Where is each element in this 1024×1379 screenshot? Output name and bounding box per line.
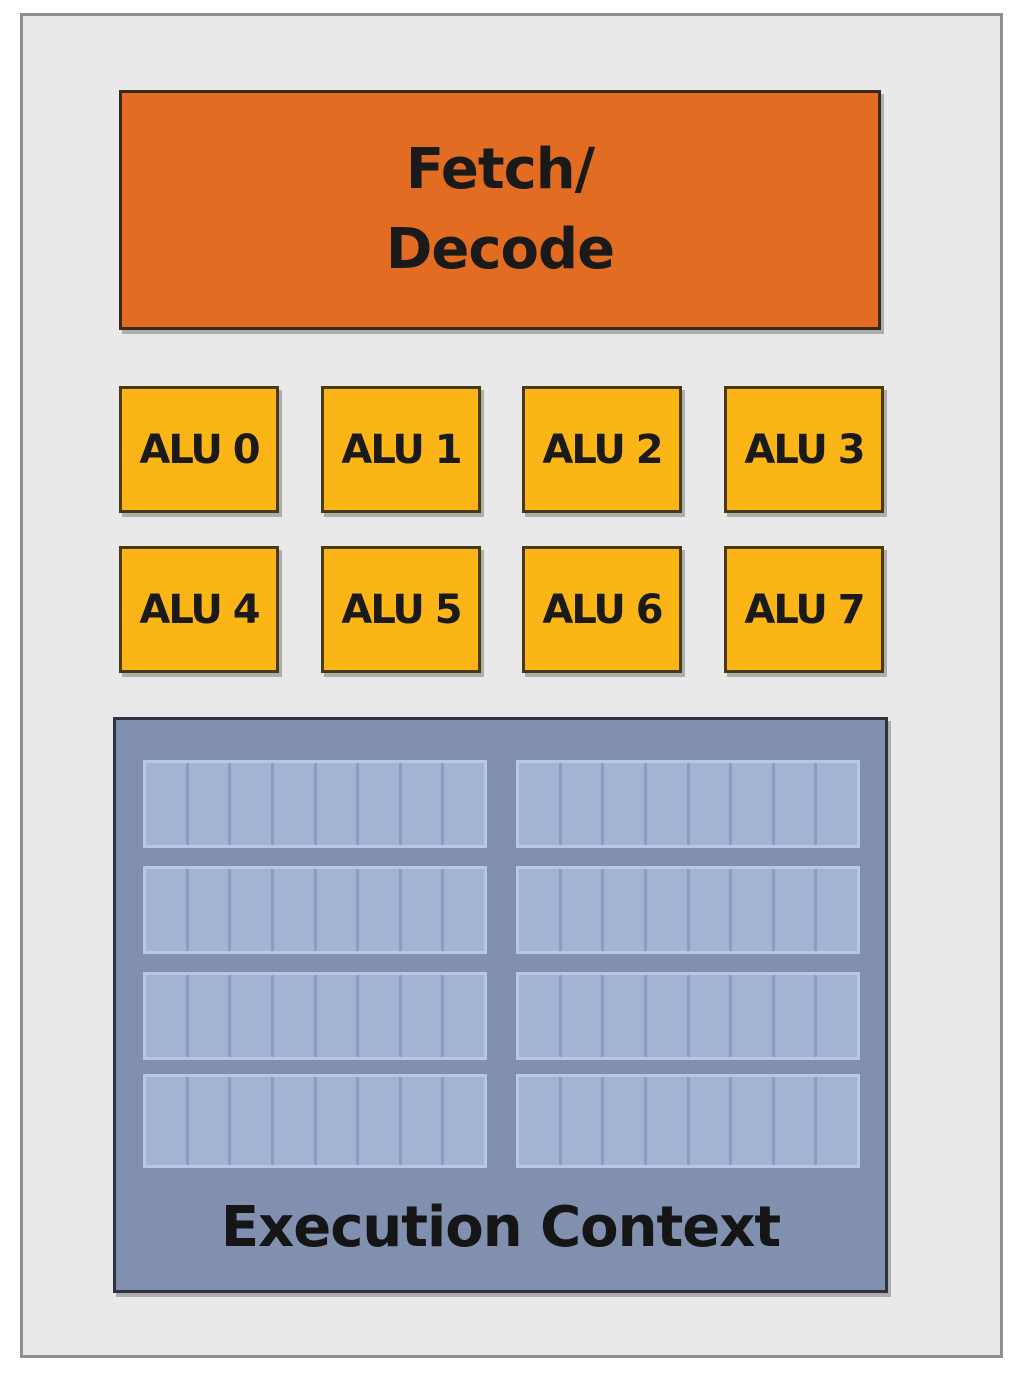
alu-1-label: ALU 1	[341, 426, 462, 473]
alu-5-block: ALU 5	[321, 546, 481, 673]
alu-7-block: ALU 7	[724, 546, 884, 673]
register-bank	[516, 1074, 860, 1168]
register-bank	[143, 866, 487, 954]
alu-7-label: ALU 7	[744, 586, 865, 633]
execution-context-label: Execution Context	[220, 1195, 781, 1260]
alu-1-block: ALU 1	[321, 386, 481, 513]
register-bank	[516, 760, 860, 848]
fetch-decode-block: Fetch/ Decode	[119, 90, 881, 330]
alu-0-label: ALU 0	[139, 426, 260, 473]
register-bank	[516, 866, 860, 954]
alu-3-block: ALU 3	[724, 386, 884, 513]
alu-2-label: ALU 2	[542, 426, 663, 473]
alu-5-label: ALU 5	[341, 586, 462, 633]
execution-context-block: Execution Context	[113, 717, 888, 1293]
register-bank	[143, 760, 487, 848]
alu-3-label: ALU 3	[744, 426, 865, 473]
alu-6-label: ALU 6	[542, 586, 663, 633]
register-bank	[516, 972, 860, 1060]
alu-2-block: ALU 2	[522, 386, 682, 513]
alu-0-block: ALU 0	[119, 386, 279, 513]
fetch-decode-label: Fetch/ Decode	[385, 137, 615, 282]
alu-4-label: ALU 4	[139, 586, 260, 633]
register-bank	[143, 972, 487, 1060]
alu-4-block: ALU 4	[119, 546, 279, 673]
register-bank	[143, 1074, 487, 1168]
alu-6-block: ALU 6	[522, 546, 682, 673]
